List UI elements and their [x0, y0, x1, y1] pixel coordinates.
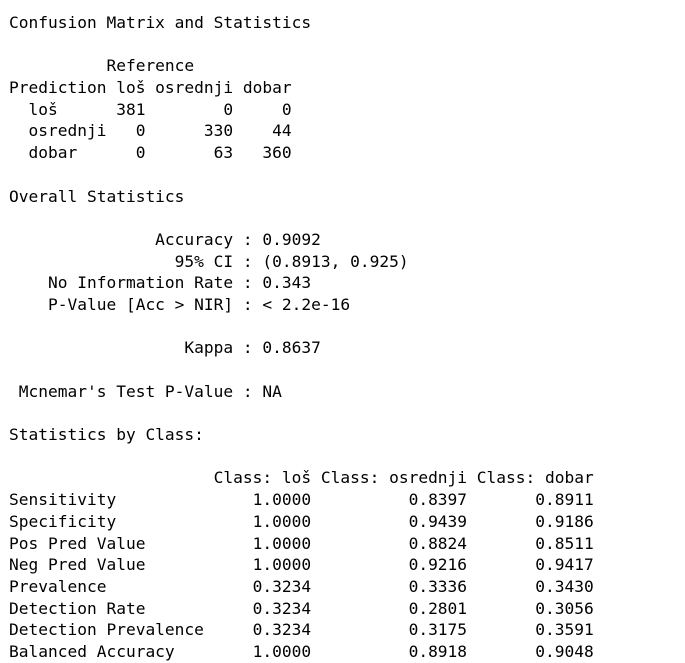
console-blank-line	[9, 359, 685, 381]
console-blank-line	[9, 207, 685, 229]
class-row-specificity: Specificity 1.0000 0.9439 0.9186	[9, 511, 594, 531]
stat-mcnemar-p-value: Mcnemar's Test P-Value : NA	[9, 381, 282, 401]
class-row-detection-prevalence: Detection Prevalence 0.3234 0.3175 0.359…	[9, 620, 594, 640]
console-blank-line	[9, 164, 685, 186]
statistics-by-class-heading: Statistics by Class:	[9, 425, 204, 445]
class-table-header: Class: loš Class: osrednji Class: dobar	[9, 468, 594, 488]
class-row-balanced-accuracy: Balanced Accuracy 1.0000 0.8918 0.9048	[9, 641, 594, 661]
confusion-column-header: Prediction loš osrednji dobar	[9, 78, 292, 98]
confusion-row-osrednji: osrednji 0 330 44	[9, 121, 292, 141]
class-row-neg-pred-value: Neg Pred Value 1.0000 0.9216 0.9417	[9, 555, 594, 575]
confusion-row-los: loš 381 0 0	[9, 99, 292, 119]
stat-kappa: Kappa : 0.8637	[9, 338, 321, 358]
confusion-reference-header: Reference	[9, 56, 195, 76]
console-blank-line	[9, 446, 685, 468]
console-title-line: Confusion Matrix and Statistics	[9, 13, 312, 32]
class-row-prevalence: Prevalence 0.3234 0.3336 0.3430	[9, 576, 594, 596]
stat-accuracy: Accuracy : 0.9092	[9, 229, 321, 249]
console-blank-line	[9, 34, 685, 56]
overall-statistics-heading: Overall Statistics	[9, 186, 185, 206]
stat-p-value: P-Value [Acc > NIR] : < 2.2e-16	[9, 294, 351, 314]
console-blank-line	[9, 316, 685, 338]
stat-no-information-rate: No Information Rate : 0.343	[9, 273, 312, 293]
stat-confidence-interval: 95% CI : (0.8913, 0.925)	[9, 251, 409, 271]
console-blank-line	[9, 402, 685, 424]
confusion-row-dobar: dobar 0 63 360	[9, 143, 292, 163]
class-row-detection-rate: Detection Rate 0.3234 0.2801 0.3056	[9, 598, 594, 618]
class-row-sensitivity: Sensitivity 1.0000 0.8397 0.8911	[9, 490, 594, 510]
class-row-pos-pred-value: Pos Pred Value 1.0000 0.8824 0.8511	[9, 533, 594, 553]
